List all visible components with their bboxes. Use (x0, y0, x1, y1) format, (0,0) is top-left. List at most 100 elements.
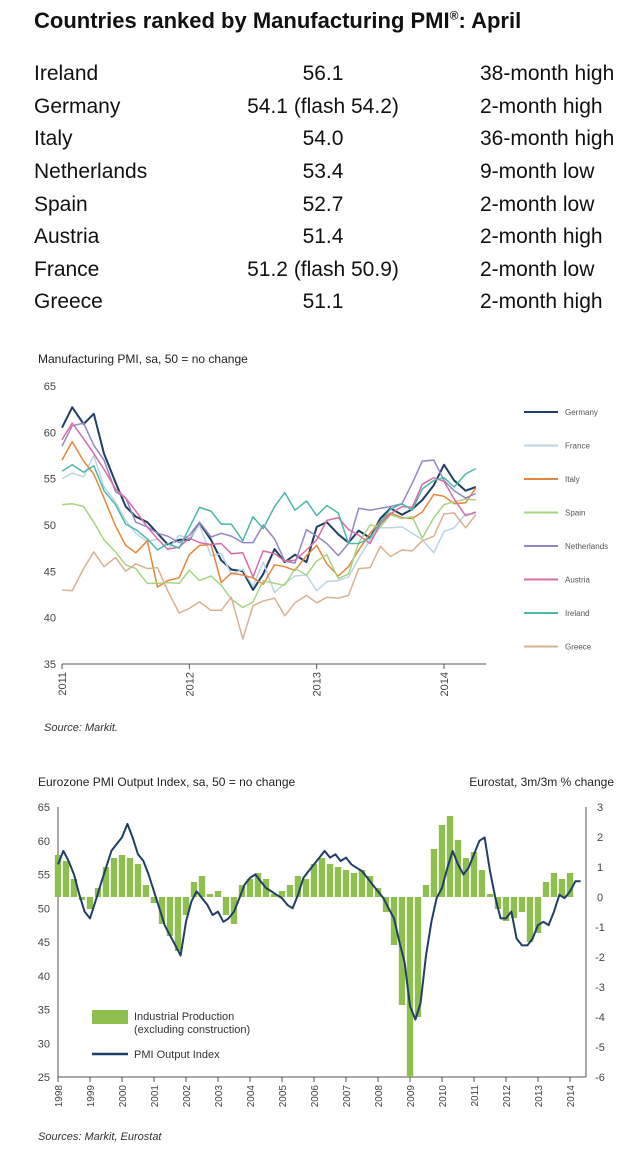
title-tail: : April (458, 8, 522, 33)
industrial-production-bar (158, 897, 166, 924)
status-cell: 2-month low (480, 192, 595, 216)
industrial-production-bar (326, 864, 334, 897)
legend-label: Industrial Production (134, 1011, 234, 1023)
industrial-production-bar (550, 873, 558, 897)
industrial-production-bar (110, 858, 118, 897)
industrial-production-bar (406, 897, 414, 1077)
industrial-production-bar (566, 873, 574, 897)
industrial-production-bar (246, 879, 254, 897)
industrial-production-bar (454, 840, 462, 897)
industrial-production-bar (430, 849, 438, 897)
x-tick-label: 2014 (566, 1085, 577, 1108)
pmi-value-cell: 51.1 (302, 290, 344, 314)
x-tick-label: 2011 (57, 672, 69, 696)
industrial-production-bar (70, 879, 78, 897)
series-line-netherlands (61, 422, 477, 564)
series-line-austria (61, 422, 477, 578)
industrial-production-bar (350, 873, 358, 897)
y-tick-label-left: 65 (38, 802, 50, 814)
y-tick-label-left: 60 (38, 836, 50, 848)
title-superscript: ® (449, 8, 459, 23)
y-tick-label: 40 (44, 613, 56, 625)
table-row: Spain 52.7 2-month low (34, 188, 634, 221)
table-row: Ireland 56.1 38-month high (34, 58, 634, 91)
status-cell: 2-month low (480, 257, 595, 281)
y-tick-label: 50 (44, 520, 56, 532)
y-tick-label-right: -2 (595, 952, 605, 964)
eurozone-pmi-chart: Eurozone PMI Output Index, sa, 50 = no c… (38, 775, 615, 1143)
y-tick-label-right: -4 (595, 1012, 605, 1024)
y-tick-label-left: 25 (38, 1072, 50, 1084)
y-tick-label-right: 3 (597, 802, 603, 814)
industrial-production-bar (182, 897, 190, 915)
industrial-production-bar (198, 876, 206, 897)
industrial-production-bar (302, 879, 310, 897)
industrial-production-bar (334, 867, 342, 897)
y-tick-label-left: 30 (38, 1038, 50, 1050)
industrial-production-bar (542, 882, 550, 897)
status-cell: 2-month high (480, 225, 603, 249)
industrial-production-bar (366, 876, 374, 897)
x-tick-label: 2011 (470, 1085, 481, 1107)
industrial-production-bar (174, 897, 182, 951)
legend-label: Netherlands (565, 542, 608, 551)
industrial-production-bar (150, 897, 158, 903)
table-row: Austria 51.4 2-month high (34, 221, 634, 254)
pmi-value-cell: 51.4 (302, 225, 344, 249)
series-line-france (61, 454, 476, 594)
country-cell: Ireland (34, 62, 99, 86)
status-cell: 36-month high (480, 127, 615, 151)
legend-label: Spain (565, 509, 585, 518)
x-tick-label: 2010 (438, 1085, 449, 1108)
country-cell: Greece (34, 290, 103, 314)
industrial-production-bar (102, 867, 110, 897)
legend-label: Greece (565, 643, 592, 652)
pmi-value-cell: 53.4 (302, 160, 344, 184)
status-cell: 38-month high (480, 62, 615, 86)
x-tick-label: 1998 (54, 1085, 65, 1108)
series-line-greece (61, 512, 477, 640)
x-tick-label: 2006 (310, 1085, 321, 1108)
legend-label: (excluding construction) (134, 1024, 250, 1036)
manufacturing-pmi-chart: Manufacturing PMI, sa, 50 = no change 35 4… (38, 352, 608, 734)
industrial-production-bar (270, 894, 278, 897)
industrial-production-bar (462, 858, 470, 897)
industrial-production-bar (470, 852, 478, 897)
country-cell: France (34, 257, 100, 281)
country-cell: Italy (34, 127, 73, 151)
x-tick-label: 1999 (86, 1085, 97, 1108)
pmi-value-cell: 54.0 (302, 127, 344, 151)
pmi-value-cell: 54.1 (flash 54.2) (247, 94, 399, 118)
y-tick-label-right: 0 (597, 892, 603, 904)
legend-label: France (565, 442, 590, 451)
x-tick-label: 2013 (534, 1085, 545, 1108)
industrial-production-bar (118, 855, 126, 897)
country-cell: Netherlands (34, 160, 148, 184)
industrial-production-bar (190, 882, 198, 897)
y-tick-label: 55 (44, 474, 56, 486)
y-tick-label-left: 45 (38, 937, 50, 949)
x-tick-label: 2005 (278, 1085, 289, 1108)
x-tick-label: 2001 (150, 1085, 161, 1108)
y-tick-label-right: 2 (597, 832, 603, 844)
country-cell: Austria (34, 225, 100, 249)
y-tick-label: 60 (44, 427, 56, 439)
y-tick-label-right: -5 (595, 1042, 605, 1054)
industrial-production-bar (286, 885, 294, 897)
industrial-production-bar (502, 897, 510, 921)
pmi-ranking-table: Ireland 56.1 38-month high Germany 54.1 (fla… (34, 58, 634, 319)
status-cell: 2-month high (480, 94, 603, 118)
legend-label: Ireland (565, 609, 589, 618)
y-tick-label-left: 40 (38, 971, 50, 983)
industrial-production-bar (134, 864, 142, 897)
x-tick-label: 2004 (246, 1085, 257, 1108)
y-tick-label: 45 (44, 566, 56, 578)
industrial-production-bar (214, 891, 222, 897)
y-tick-label-right: 1 (597, 862, 603, 874)
x-tick-label: 2013 (312, 672, 324, 696)
table-row: Italy 54.0 36-month high (34, 123, 634, 156)
y-tick-label-right: -3 (595, 982, 605, 994)
industrial-production-bar (510, 897, 518, 918)
industrial-production-bar (518, 897, 526, 912)
legend-label: PMI Output Index (134, 1049, 220, 1061)
